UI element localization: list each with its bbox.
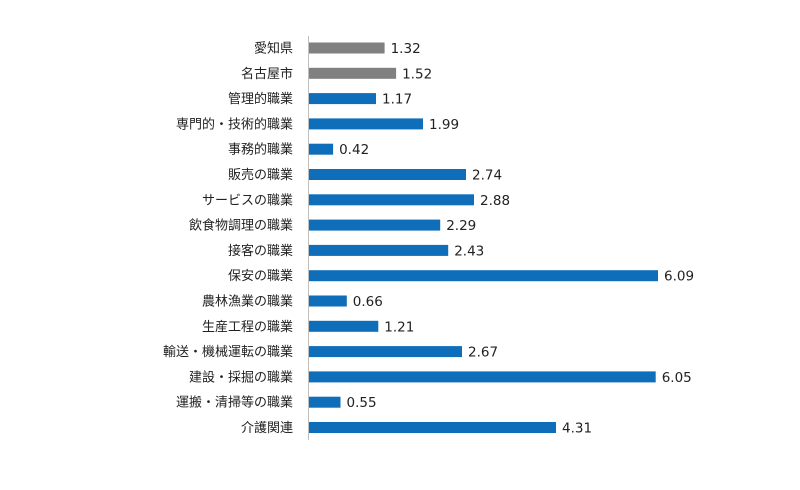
category-label: 農林漁業の職業 — [202, 294, 293, 310]
data-label: 6.05 — [662, 370, 692, 386]
data-label: 1.52 — [402, 66, 432, 82]
category-label: 運搬・清掃等の職業 — [176, 395, 293, 411]
bar — [309, 396, 341, 408]
category-label: サービスの職業 — [202, 192, 293, 208]
bar-series — [309, 42, 658, 433]
bar — [309, 270, 658, 282]
data-label: 2.43 — [454, 243, 484, 259]
bar — [309, 118, 423, 130]
category-label: 生産工程の職業 — [202, 319, 293, 335]
bar — [309, 320, 379, 332]
bar — [309, 244, 449, 256]
category-label: 専門的・技術的職業 — [176, 116, 293, 132]
bar — [309, 42, 385, 54]
category-labels: 愛知県名古屋市管理的職業専門的・技術的職業事務的職業販売の職業サービスの職業飲食… — [163, 41, 293, 437]
category-label: 建設・採掘の職業 — [189, 369, 293, 385]
data-label: 0.42 — [339, 142, 369, 158]
category-label: 輸送・機械運転の職業 — [163, 344, 293, 360]
data-label: 1.99 — [429, 117, 459, 133]
data-label: 1.32 — [391, 41, 421, 57]
bar — [309, 295, 347, 307]
data-label: 4.31 — [562, 421, 592, 437]
bar — [309, 169, 466, 180]
bar — [309, 371, 656, 383]
bar — [309, 143, 334, 155]
bar — [309, 67, 397, 79]
category-label: 名古屋市 — [241, 66, 293, 82]
category-label: 接客の職業 — [228, 243, 293, 259]
bar — [309, 422, 556, 433]
category-label: 管理的職業 — [228, 91, 293, 107]
data-label: 2.29 — [446, 218, 476, 234]
value-labels: 1.32 1.52 1.17 1.99 0.42 2.74 2.882.29 2.43 6.09… — [339, 41, 694, 437]
data-label: 1.21 — [384, 319, 414, 335]
category-label: 飲食物調理の職業 — [189, 218, 293, 234]
data-label: 1.17 — [382, 92, 412, 108]
data-label: 6.09 — [664, 269, 694, 285]
category-label: 販売の職業 — [228, 167, 293, 183]
bar — [309, 93, 376, 105]
data-label: 2.74 — [472, 168, 502, 184]
category-label: 事務的職業 — [228, 142, 293, 158]
data-label: 0.55 — [347, 395, 377, 411]
data-label: 0.66 — [353, 294, 383, 310]
data-label: 2.67 — [468, 345, 498, 361]
category-label: 介護関連 — [241, 420, 293, 436]
data-label: 2.88 — [480, 193, 510, 209]
category-label: 保安の職業 — [228, 268, 293, 284]
bar — [309, 346, 462, 358]
bar — [309, 219, 441, 231]
bar — [309, 194, 474, 206]
category-label: 愛知県 — [254, 41, 293, 57]
